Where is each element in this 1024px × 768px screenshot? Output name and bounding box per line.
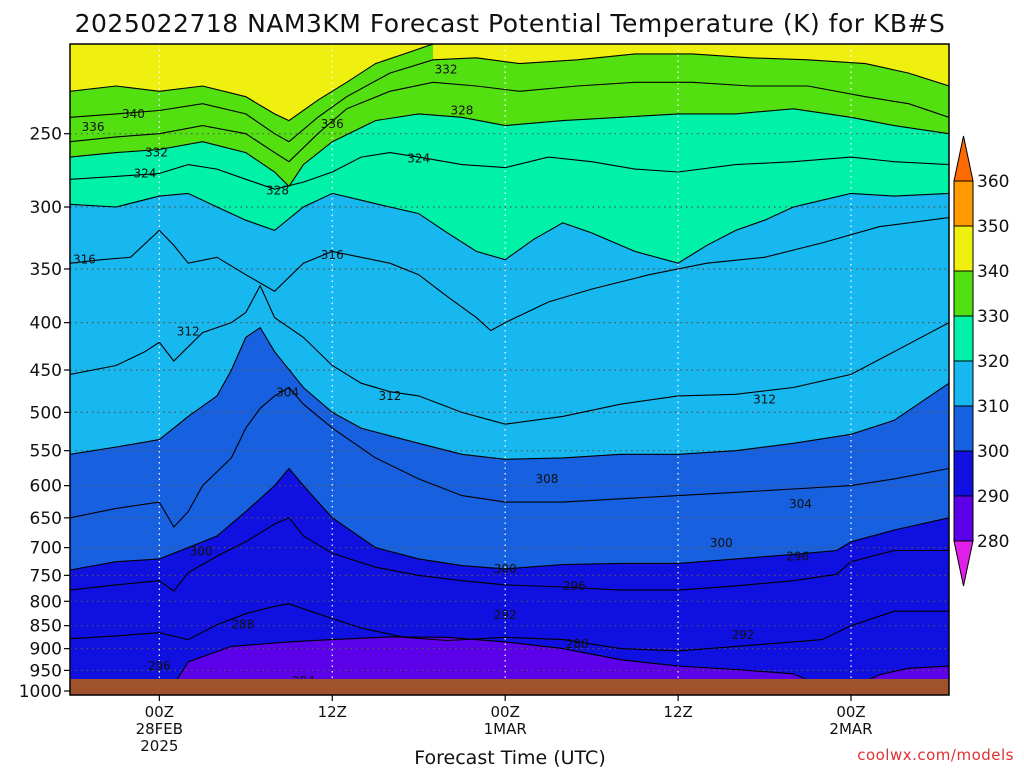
isentrope-316	[70, 217, 949, 332]
contour-label: 292	[731, 628, 754, 642]
x-tick-label: 00Z	[145, 703, 174, 721]
credit-text: coolwx.com/models	[857, 746, 1014, 764]
contour-label: 312	[177, 325, 200, 339]
plot-fills: 340 336 332 324 328 336 332 328 324 316 316 312 304 3…	[70, 44, 949, 695]
contour-label: 340	[122, 107, 145, 121]
colorbar-label: 300	[977, 442, 1009, 462]
colorbar-segment	[953, 180, 974, 227]
contour-label: 324	[407, 152, 430, 166]
y-tick-label: 450	[30, 361, 62, 381]
colorbar-segment	[953, 495, 974, 542]
y-tick-label: 650	[30, 509, 62, 529]
contour-label: 316	[321, 248, 344, 262]
contour-label: 288	[231, 618, 254, 632]
x-tick-label: 28FEB	[136, 720, 183, 738]
contour-label: 312	[378, 389, 401, 403]
contour-label: 332	[435, 62, 458, 76]
colorbar-label: 290	[977, 487, 1009, 507]
isentrope-296	[70, 517, 949, 592]
contour-label: 296	[563, 579, 586, 593]
isentrope-308	[70, 326, 949, 460]
y-tick-label: 1000	[19, 682, 62, 702]
contour-label: 328	[450, 104, 473, 118]
isentrope-332	[70, 81, 949, 163]
y-tick-label: 750	[30, 566, 62, 586]
x-tick-label: 1MAR	[484, 720, 527, 738]
isentrope-312	[70, 284, 949, 425]
colorbar-segment	[953, 315, 974, 362]
isentrope-324	[70, 152, 949, 190]
x-axis-label: Forecast Time (UTC)	[414, 747, 605, 768]
x-tick-label: 2MAR	[829, 720, 872, 738]
colorbar-segment	[953, 405, 974, 452]
contour-label: 312	[753, 392, 776, 406]
y-tick-label: 900	[30, 640, 62, 660]
y-tick-label: 800	[30, 592, 62, 612]
y-tick-label: 700	[30, 539, 62, 559]
isentrope-304	[70, 386, 949, 528]
contour-label: 316	[73, 253, 96, 267]
contour-label: 300	[710, 536, 733, 550]
y-tick-label: 250	[30, 125, 62, 145]
y-tick-label: 300	[30, 198, 62, 218]
y-tick-label: 500	[30, 403, 62, 423]
contour-label: 296	[786, 550, 809, 564]
contour-label: 300	[190, 545, 213, 559]
isentrope-320	[70, 192, 949, 264]
isentrope-340	[70, 44, 434, 122]
contour-label: 300	[494, 562, 517, 576]
colorbar-segment	[953, 225, 974, 272]
x-tick-label: 12Z	[663, 703, 692, 721]
colorbar: 280 290 300 310 320 330 340 350 360	[953, 135, 1009, 587]
isentrope-336	[70, 53, 949, 143]
y-tick-label: 950	[30, 661, 62, 681]
chart-title: 2025022718 NAM3KM Forecast Potential Tem…	[75, 9, 946, 38]
contour-label: 328	[266, 184, 289, 198]
y-tick-label: 850	[30, 617, 62, 637]
contour-label: 288	[566, 637, 589, 651]
colorbar-label: 330	[977, 307, 1009, 327]
colorbar-label: 340	[977, 262, 1009, 282]
colorbar-bottom-arrow	[953, 540, 974, 587]
colorbar-segment	[953, 360, 974, 407]
colorbar-label: 280	[977, 532, 1009, 552]
contour-label: 336	[321, 117, 344, 131]
contour-label: 296	[148, 659, 171, 673]
contour-label: 324	[133, 166, 156, 180]
colorbar-segment	[953, 450, 974, 497]
y-tick-label: 550	[30, 442, 62, 462]
isentrope-300	[70, 467, 949, 571]
contour-label: 336	[82, 120, 105, 134]
y-axis: 250 300 350 400 450 500 550 600 650 700 750 800 850 9…	[19, 125, 70, 702]
x-tick-label: 12Z	[318, 703, 347, 721]
colorbar-label: 310	[977, 397, 1009, 417]
y-tick-label: 400	[30, 314, 62, 334]
plot-area: 340 336 332 324 328 336 332 328 324 316 316 312 304 3…	[69, 43, 950, 696]
contour-label: 308	[536, 472, 559, 486]
colorbar-segment	[953, 270, 974, 317]
y-tick-label: 600	[30, 477, 62, 497]
x-tick-label: 00Z	[490, 703, 519, 721]
colorbar-top-arrow	[953, 135, 974, 182]
colorbar-label: 360	[977, 172, 1009, 192]
contour-label: 332	[145, 146, 168, 160]
contour-label: 304	[276, 386, 299, 400]
contour-label: 304	[789, 497, 812, 511]
x-tick-label: 00Z	[836, 703, 865, 721]
y-tick-label: 350	[30, 260, 62, 280]
ground-strip	[70, 679, 949, 695]
colorbar-label: 320	[977, 352, 1009, 372]
contour-label: 292	[494, 608, 517, 622]
x-tick-label: 2025	[140, 737, 178, 755]
isentrope-328	[70, 108, 949, 188]
colorbar-label: 350	[977, 217, 1009, 237]
